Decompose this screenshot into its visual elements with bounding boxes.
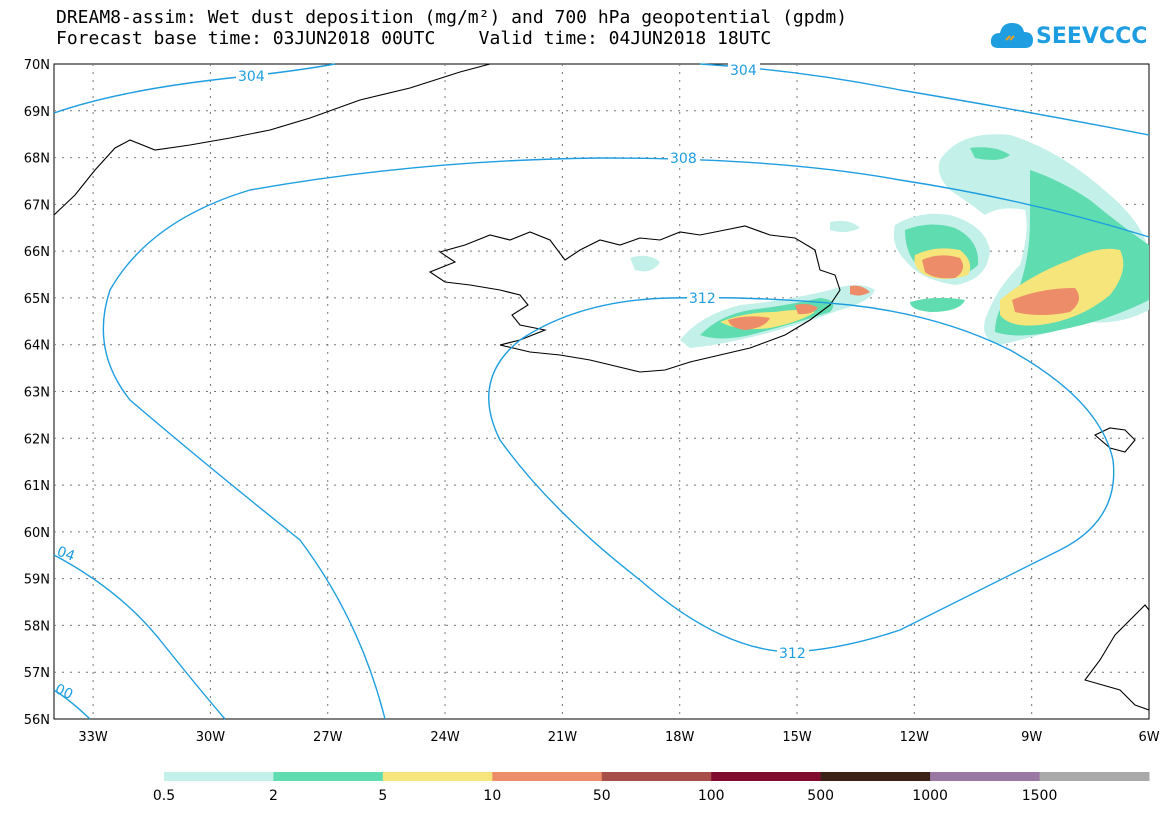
contour-304-ne [699,63,1150,136]
colorbar-label: 0.5 [153,788,175,804]
colorbar: 0.5 2 5 10 50 100 500 1000 1500 [153,772,1150,804]
colorbar-label: 10 [483,788,501,804]
contour-label: 04 [55,544,77,565]
colorbar-label: 1500 [1022,788,1058,804]
contour-304-sw [53,554,226,720]
coastlines [53,63,1150,711]
contour-308 [102,157,1150,720]
colorbar-label: 100 [698,788,725,804]
colorbar-label: 500 [807,788,834,804]
latitude-label: 69N [24,105,50,120]
colorbar-label: 50 [593,788,611,804]
contour-300-sw [53,689,91,720]
dust-iceland-orange-c [850,285,870,296]
colorbar-swatch [164,772,274,781]
contour-label: 312 [689,291,716,307]
latitude-label: 67N [24,198,50,213]
contour-label: 00 [52,681,75,703]
dust-deposition-field [630,134,1150,348]
latitude-label: 61N [24,479,50,494]
map-title-line2: Forecast base time: 03JUN2018 00UTC Vali… [56,28,772,49]
contour-label: 304 [730,63,757,79]
seevccc-logo: SEEVCCC [990,18,1165,58]
dust-patch-green-b [910,297,965,312]
contour-304-nw [53,63,336,114]
scotland-coastline [1084,604,1150,711]
longitude-labels: 33W 30W 27W 24W 21W 18W 15W 12W 9W 6W [78,730,1159,745]
dust-iceland-orange-b [795,304,818,315]
latitude-label: 66N [24,245,50,260]
latitude-label: 57N [24,666,50,681]
latitude-label: 62N [24,432,50,447]
logo-text: SEEVCCC [1036,24,1148,49]
longitude-label: 21W [548,730,578,745]
colorbar-swatch [601,772,712,781]
latitude-labels: 70N 69N 68N 67N 66N 65N 64N 63N 62N 61N 60N 59N 58N 5… [24,58,50,728]
longitude-label: 12W [900,730,930,745]
dust-blob-orange [922,255,964,279]
latitude-label: 56N [24,713,50,728]
longitude-label: 18W [665,730,695,745]
contour-label: 308 [670,151,697,167]
dust-patch-light-b [830,220,860,233]
iceland-coastline [428,225,841,373]
cloud-icon [990,23,1033,48]
contour-label-group: 304 304 308 312 312 04 00 [52,62,809,703]
longitude-label: 15W [782,730,812,745]
colorbar-swatch [382,772,493,781]
dust-iceland-orange-a [728,316,770,330]
contour-label: 304 [238,69,265,85]
contour-label: 312 [779,646,806,662]
longitude-label: 24W [430,730,460,745]
latitude-label: 58N [24,619,50,634]
dust-plume-orange [1012,288,1079,315]
dust-patch-light-a [630,255,660,272]
latitude-label: 63N [24,386,50,401]
colorbar-swatch [492,772,603,781]
latitude-label: 59N [24,573,50,588]
contour-312 [488,296,1115,653]
longitude-label: 30W [196,730,226,745]
longitude-label: 27W [313,730,343,745]
colorbar-swatch [820,772,931,781]
longitude-label: 33W [78,730,108,745]
latitude-label: 70N [24,58,50,73]
colorbar-label: 5 [378,788,387,804]
latitude-label: 60N [24,526,50,541]
latitude-label: 65N [24,292,50,307]
colorbar-swatch [930,772,1041,781]
colorbar-label: 2 [269,788,278,804]
longitude-label: 9W [1021,730,1042,745]
colorbar-label: 1000 [912,788,948,804]
latitude-label: 64N [24,339,50,354]
longitude-label: 6W [1138,730,1159,745]
colorbar-swatch [1039,772,1150,781]
colorbar-swatch [711,772,822,781]
colorbar-swatch [273,772,384,781]
latitude-label: 68N [24,152,50,167]
greenland-coastline [53,63,491,216]
geopotential-contours [53,63,1150,720]
map-title-line1: DREAM8-assim: Wet dust deposition (mg/m²… [56,7,848,28]
dust-patch-green-a [970,147,1010,160]
